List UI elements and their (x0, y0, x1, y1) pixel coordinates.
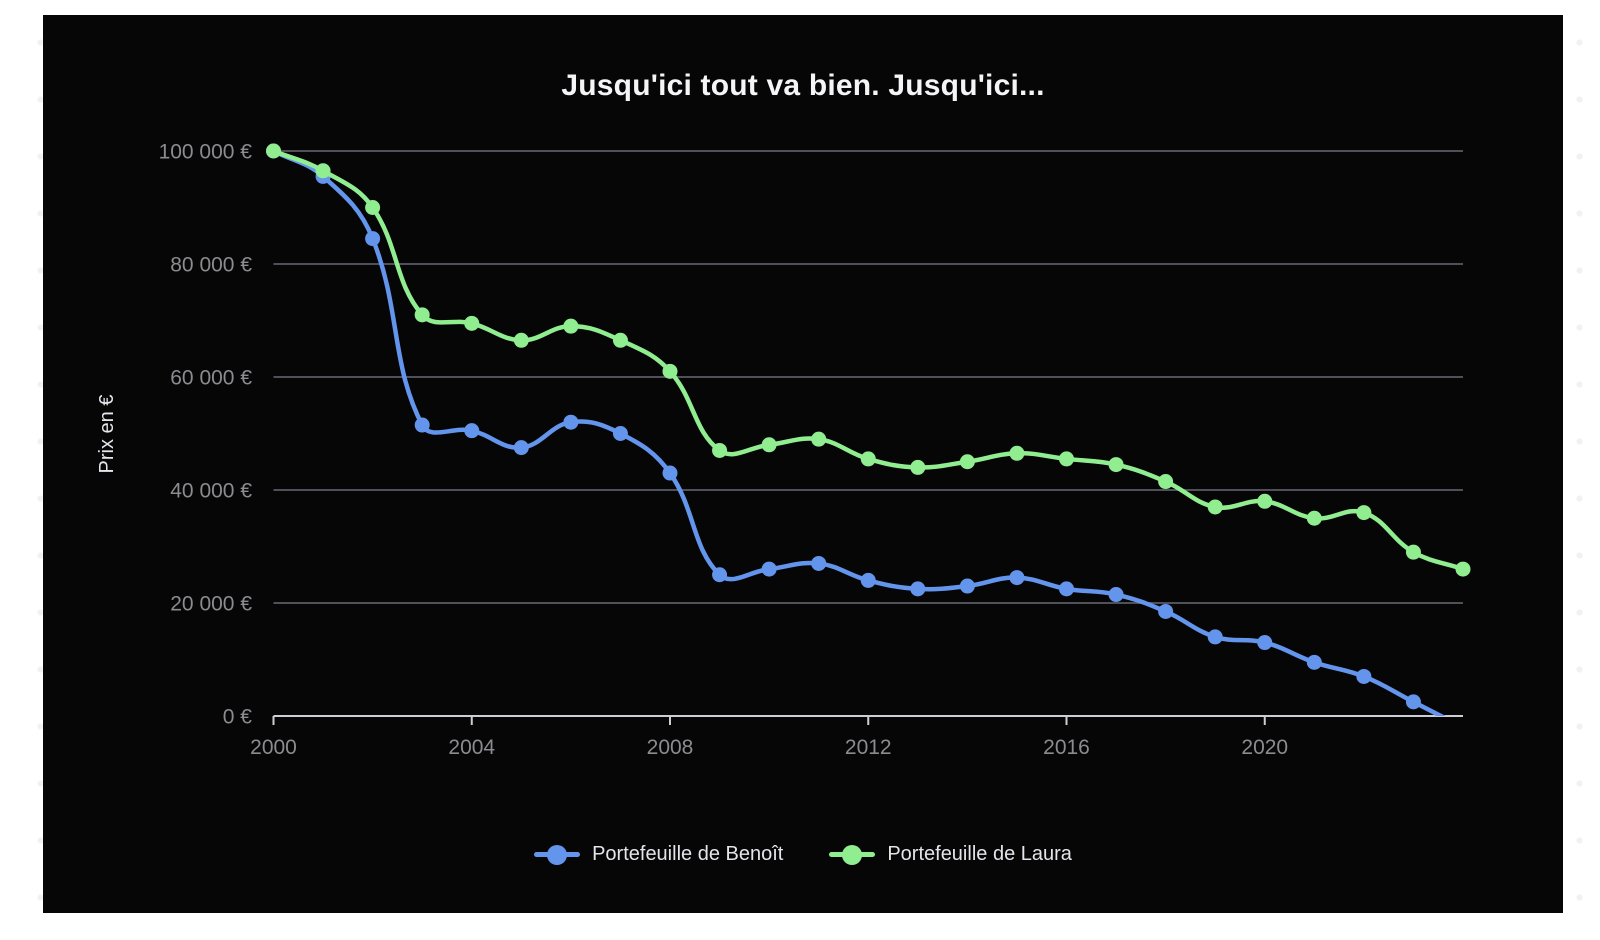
series-point-0 (811, 555, 827, 571)
series-point-0 (1456, 720, 1471, 735)
series-point-0 (712, 567, 728, 583)
legend-label: Portefeuille de Laura (887, 843, 1072, 865)
series-point-0 (662, 465, 678, 481)
legend-label: Portefeuille de Benoît (592, 843, 784, 865)
series-point-1 (464, 315, 480, 331)
series-point-1 (266, 143, 281, 159)
series-point-1 (1059, 451, 1074, 467)
chart-card: Jusqu'ici tout va bien. Jusqu'ici... 0 €… (43, 15, 1563, 913)
series-point-0 (563, 414, 579, 430)
x-tick-label: 2008 (647, 736, 694, 759)
series-point-0 (365, 231, 381, 247)
chart-canvas: 0 € 20 000 € 40 000 € 60 000 € 80 000 € 100 0… (96, 141, 1471, 759)
series-point-0 (761, 561, 777, 577)
legend-line-dot-icon (829, 844, 876, 865)
y-axis-title: Prix en € (96, 395, 118, 474)
series-point-1 (1257, 493, 1273, 509)
series-line-1 (271, 148, 1466, 572)
series-point-1 (811, 431, 827, 447)
series-point-0 (1207, 629, 1223, 645)
series-point-0 (860, 572, 876, 588)
series-point-1 (910, 459, 926, 475)
series-point-1 (662, 363, 678, 379)
chart-legend: Portefeuille de Benoît Portefeuille de La… (43, 843, 1563, 866)
series-point-0 (1108, 587, 1124, 603)
plot-area (266, 143, 1471, 735)
series-point-1 (860, 451, 876, 467)
series-point-1 (1356, 505, 1372, 521)
legend-line-dot-icon (534, 844, 581, 865)
y-tick-label: 0 € (223, 706, 253, 729)
series-point-1 (712, 442, 728, 458)
series-point-0 (910, 581, 926, 597)
series-point-0 (1257, 635, 1273, 651)
series-point-1 (612, 332, 628, 348)
series-point-1 (1207, 499, 1223, 515)
series-line-0 (271, 148, 1446, 716)
legend-dot-icon (547, 844, 568, 865)
series-point-1 (414, 307, 430, 323)
series-point-0 (1009, 570, 1025, 586)
series-point-0 (1306, 654, 1322, 670)
y-tick-label: 80 000 € (170, 254, 252, 277)
series-point-1 (1455, 561, 1471, 577)
legend-dot-icon (842, 844, 863, 865)
series-point-1 (365, 200, 381, 215)
series-point-1 (1009, 445, 1025, 461)
x-tick-label: 2016 (1043, 736, 1090, 759)
x-tick-label: 2004 (448, 736, 495, 759)
y-tick-label: 20 000 € (170, 593, 252, 616)
series-point-0 (1356, 668, 1372, 684)
x-tick-label: 2012 (845, 736, 892, 759)
legend-item-1[interactable]: Portefeuille de Laura (829, 843, 1072, 866)
y-tick-label: 100 000 € (159, 141, 253, 164)
series-point-0 (513, 440, 529, 456)
series-point-0 (464, 423, 480, 439)
x-tick-label: 2020 (1241, 736, 1288, 759)
y-tick-label: 60 000 € (170, 367, 252, 390)
series-point-1 (1158, 474, 1174, 490)
series-point-1 (1108, 457, 1124, 473)
series-point-1 (959, 454, 975, 470)
series-point-0 (959, 578, 975, 594)
series-point-1 (513, 332, 529, 348)
series-point-0 (1405, 694, 1421, 710)
legend-item-0[interactable]: Portefeuille de Benoît (534, 843, 783, 866)
series-point-1 (1306, 510, 1322, 526)
chart-title: Jusqu'ici tout va bien. Jusqu'ici... (561, 69, 1045, 102)
series-point-0 (1059, 581, 1074, 597)
series-point-1 (315, 163, 331, 179)
series-point-1 (563, 318, 579, 334)
series-point-0 (414, 417, 430, 433)
series-point-1 (761, 437, 777, 453)
y-tick-label: 40 000 € (170, 480, 252, 503)
series-point-0 (612, 426, 628, 441)
series-point-1 (1405, 544, 1421, 560)
series-point-0 (1158, 603, 1174, 619)
x-tick-label: 2000 (250, 736, 297, 759)
